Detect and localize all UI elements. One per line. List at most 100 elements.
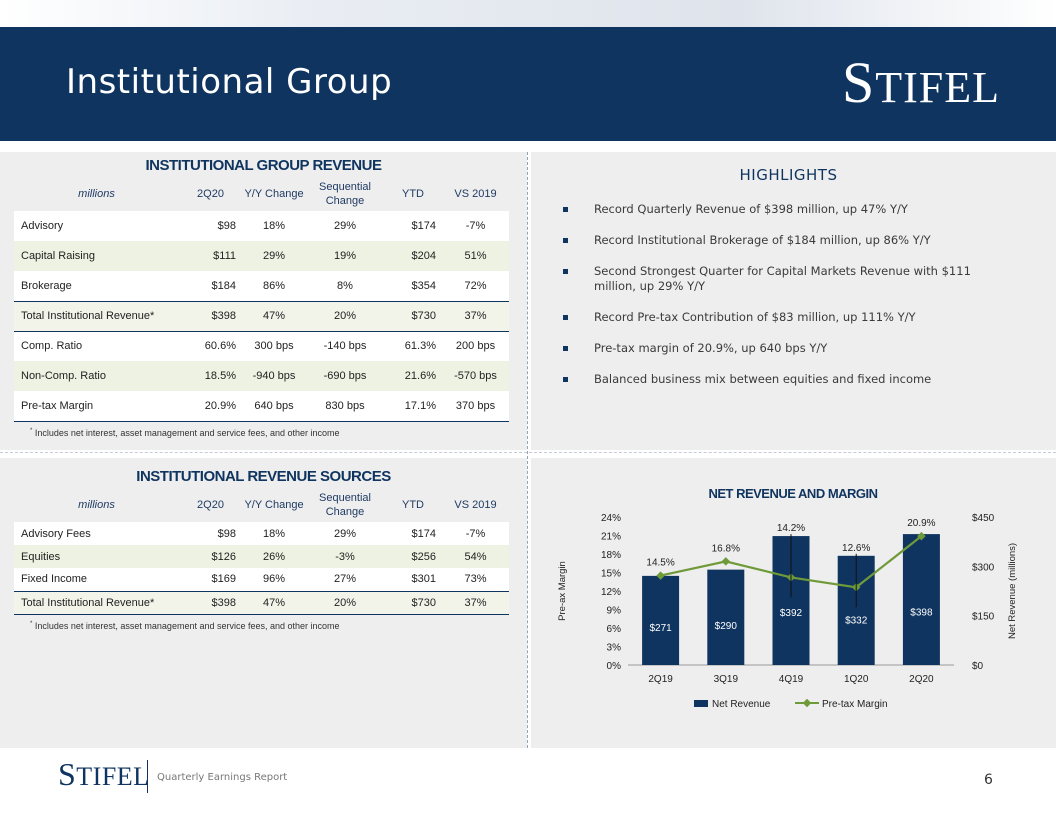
table-cell: $126 [179, 545, 242, 568]
row-label: Non-Comp. Ratio [14, 361, 179, 391]
left-axis-tick: 12% [601, 587, 621, 598]
bar [902, 534, 940, 665]
row-label: Pre-tax Margin [14, 391, 179, 422]
row-label: Equities [14, 545, 179, 568]
table-cell: 8% [306, 271, 384, 301]
legend-net-revenue: Net Revenue [712, 699, 771, 710]
bar [642, 575, 680, 665]
net-revenue-margin-chart: NET REVENUE AND MARGIN 0% 3% 6% 9% 12% 15% 18% 2… [557, 486, 1018, 710]
table-cell: 370 bps [442, 391, 509, 422]
right-axis-tick: $0 [972, 661, 984, 672]
table-row: Pre-tax Margin 20.9% 640 bps 830 bps 17.1% 37… [14, 391, 509, 422]
table-cell: -3% [306, 545, 384, 568]
table-cell: $398 [179, 300, 242, 332]
legend-bar-swatch [694, 700, 708, 707]
highlight-item: Balanced business mix between equities a… [563, 372, 1003, 387]
table-cell: 21.6% [384, 361, 442, 391]
row-label: Capital Raising [14, 241, 179, 271]
table-row: Capital Raising $111 29% 19% $204 51% [14, 241, 509, 271]
table-cell: 61.3% [384, 331, 442, 361]
right-axis-tick: $150 [972, 612, 995, 623]
left-axis-tick: 15% [601, 569, 621, 580]
table-cell: 37% [442, 590, 509, 615]
table-cell: $169 [179, 568, 242, 591]
margin-value-label: 14.5% [646, 558, 674, 569]
table-row: Advisory Fees $98 18% 29% $174 -7% [14, 522, 509, 545]
table-cell: 18.5% [179, 361, 242, 391]
revenue-col-header: Sequential Change [319, 181, 371, 207]
footer-text: Quarterly Earnings Report [157, 772, 288, 783]
bar-value-label: $398 [910, 607, 933, 618]
left-axis-tick: 6% [607, 624, 622, 635]
table-cell: 47% [242, 300, 306, 332]
chart-title: NET REVENUE AND MARGIN [708, 486, 877, 501]
table-cell: 20.9% [179, 391, 242, 422]
row-label: Fixed Income [14, 568, 179, 591]
highlight-item: Record Quarterly Revenue of $398 million… [563, 202, 1003, 217]
margin-value-label: 14.2% [777, 523, 805, 534]
table-cell: 27% [306, 568, 384, 591]
revenue-col-header: Y/Y Change [244, 188, 304, 200]
x-tick-label: 2Q19 [648, 674, 673, 685]
x-tick-label: 2Q20 [909, 674, 934, 685]
table-cell: 60.6% [179, 331, 242, 361]
horizontal-divider [0, 452, 1056, 453]
bar-value-label: $392 [780, 608, 803, 619]
table-row: Advisory $98 18% 29% $174 -7% [14, 211, 509, 241]
right-axis-label: Net Revenue (millions) [1007, 543, 1018, 639]
revenue-footnote: * Includes net interest, asset managemen… [30, 428, 340, 438]
right-axis-tick: $450 [972, 513, 995, 524]
highlights-panel [531, 152, 1056, 450]
table-row: Equities $126 26% -3% $256 54% [14, 545, 509, 568]
sources-col-header: millions [78, 499, 115, 511]
row-label: Comp. Ratio [14, 331, 179, 361]
left-axis-label: Pre-ax Margin [557, 561, 568, 621]
table-cell: -690 bps [306, 361, 384, 391]
margin-value-label: 20.9% [907, 518, 935, 529]
table-cell: $354 [384, 271, 442, 301]
highlight-item: Second Strongest Quarter for Capital Mar… [563, 264, 1003, 294]
stifel-logo: STIFEL [841, 50, 1000, 115]
sources-col-header: YTD [402, 499, 424, 511]
page-number: 6 [984, 772, 993, 788]
table-cell: 51% [442, 241, 509, 271]
table-cell: $398 [179, 590, 242, 615]
table-cell: -570 bps [442, 361, 509, 391]
table-cell: $111 [179, 241, 242, 271]
bar-value-label: $332 [845, 616, 868, 627]
sources-col-header: Y/Y Change [244, 499, 304, 511]
row-label: Advisory [14, 211, 179, 241]
table-cell: 37% [442, 300, 509, 332]
table-row: Comp. Ratio 60.6% 300 bps -140 bps 61.3% 200 … [14, 331, 509, 361]
table-cell: 29% [306, 211, 384, 241]
revenue-col-header: YTD [402, 188, 424, 200]
legend-pretax-margin: Pre-tax Margin [822, 699, 888, 710]
margin-value-label: 12.6% [842, 543, 870, 554]
revenue-table: millions 2Q20 Y/Y Change Sequential Change Y… [14, 177, 509, 422]
bar [707, 569, 745, 665]
right-axis-tick: $300 [972, 562, 995, 573]
table-cell: 17.1% [384, 391, 442, 422]
left-axis-tick: 0% [607, 661, 622, 672]
table-row: Brokerage $184 86% 8% $354 72% [14, 271, 509, 301]
sources-table: millions 2Q20 Y/Y Change Sequential Change Y… [14, 488, 509, 615]
left-axis-tick: 24% [601, 513, 621, 524]
table-cell: 640 bps [242, 391, 306, 422]
x-tick-label: 4Q19 [779, 674, 804, 685]
left-axis-tick: 9% [607, 606, 622, 617]
table-cell: $184 [179, 271, 242, 301]
highlights-title: HIGHLIGHTS [739, 166, 838, 184]
revenue-col-header: VS 2019 [454, 188, 497, 200]
table-cell: -940 bps [242, 361, 306, 391]
table-cell: 29% [242, 241, 306, 271]
table-cell: $174 [384, 211, 442, 241]
table-cell: 73% [442, 568, 509, 591]
table-cell: 19% [306, 241, 384, 271]
table-cell: $98 [179, 211, 242, 241]
x-tick-label: 1Q20 [844, 674, 869, 685]
table-row: Total Institutional Revenue* $398 47% 20% $7… [14, 300, 509, 332]
bar-value-label: $290 [715, 621, 738, 632]
margin-value-label: 16.8% [712, 543, 740, 554]
margin-point [917, 531, 926, 541]
header-band: Institutional Group STIFEL [0, 27, 1056, 141]
